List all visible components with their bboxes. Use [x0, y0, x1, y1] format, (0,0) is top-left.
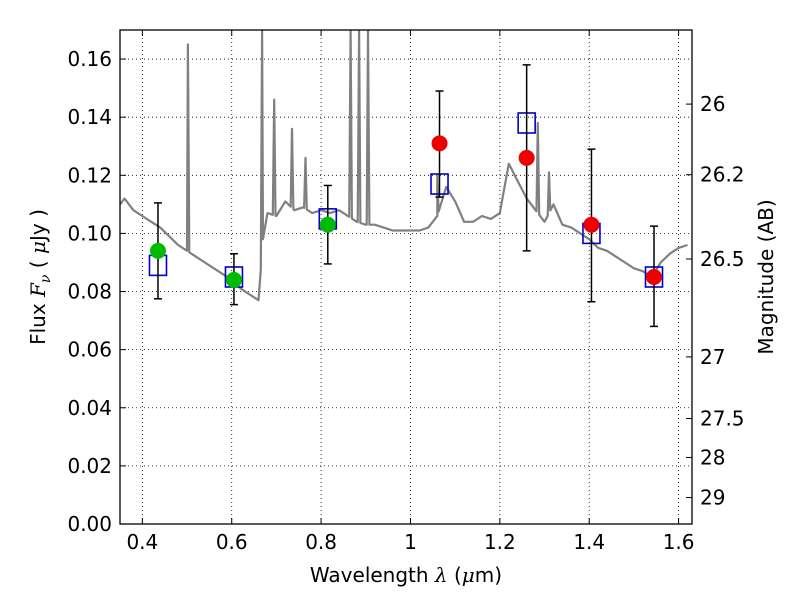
y2-tick-label: 26: [700, 92, 725, 116]
y2-tick-label: 26.5: [700, 247, 745, 271]
y2-tick-label: 29: [700, 486, 725, 510]
markers: [148, 64, 664, 328]
y2-tick-label: 26.2: [700, 163, 745, 187]
observed-flux-point: [518, 149, 535, 166]
y2-tick-label: 28: [700, 445, 725, 469]
observed-flux-point: [319, 216, 336, 233]
x-tick-label: 0.4: [126, 530, 158, 554]
y-tick-label: 0.02: [67, 454, 112, 478]
y-tick-label: 0.08: [67, 280, 112, 304]
y-axis-title: Flux Fν ( μJy ): [26, 209, 54, 345]
x-tick-label: 1.2: [484, 530, 516, 554]
x-tick-label: 1.4: [573, 530, 605, 554]
ticks: 0.4 0.6 0.8 1 1.2 1.4 1.6 0.00 0.02 0.04 0.06 0.08 0…: [67, 30, 745, 554]
y-tick-label: 0.04: [67, 396, 112, 420]
observed-flux-point: [583, 216, 600, 233]
y-tick-label: 0.00: [67, 512, 112, 536]
y-tick-label: 0.16: [67, 47, 112, 71]
x-tick-label: 0.6: [216, 530, 248, 554]
x-tick-label: 1.6: [663, 530, 695, 554]
observed-flux-point: [646, 269, 663, 285]
observed-flux-point: [149, 242, 166, 259]
axes-frame: [119, 29, 693, 525]
y2-tick-label: 27: [700, 345, 725, 369]
y2-tick-label: 27.5: [700, 407, 745, 431]
y-tick-label: 0.14: [67, 105, 112, 129]
y-tick-label: 0.06: [67, 338, 112, 362]
y2-axis-title: Magnitude (AB): [754, 199, 778, 354]
x-tick-label: 0.8: [305, 530, 337, 554]
y-tick-label: 0.12: [67, 163, 112, 187]
x-tick-label: 1: [404, 530, 417, 554]
y-tick-label: 0.10: [67, 221, 112, 245]
observed-flux-point: [431, 135, 448, 152]
observed-flux-point: [225, 271, 242, 288]
x-axis-title: Wavelength λ (μm): [310, 563, 502, 587]
